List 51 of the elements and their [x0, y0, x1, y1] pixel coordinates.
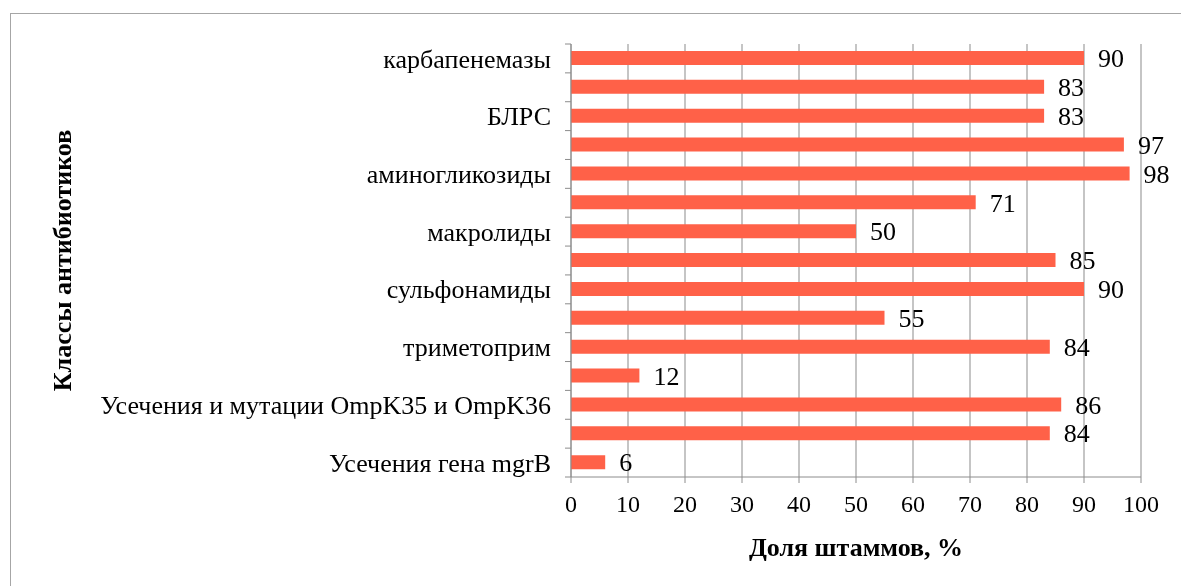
data-label: 83	[1058, 101, 1085, 131]
y-tick-label: БЛРС	[486, 102, 551, 132]
y-tick-label: Усечения и мутации OmpK35 и OmpK36	[100, 390, 551, 420]
bar	[571, 397, 1062, 412]
x-tick-label: 20	[673, 491, 697, 518]
bar	[571, 281, 1084, 296]
y-axis-title: Классы антибиотиков	[48, 129, 77, 392]
x-tick-label: 100	[1123, 491, 1159, 518]
x-tick-label: 0	[565, 491, 577, 518]
data-label: 84	[1063, 332, 1090, 362]
x-tick-label: 60	[901, 491, 925, 518]
x-axis-title: Доля штаммов, %	[748, 533, 964, 562]
data-label: 71	[989, 188, 1016, 218]
data-label: 90	[1098, 275, 1124, 305]
data-label: 98	[1143, 159, 1170, 189]
x-tick-label: 80	[1015, 491, 1039, 518]
y-tick-label: сульфонамиды	[386, 275, 551, 305]
data-label: 55	[898, 304, 925, 334]
data-label: 85	[1069, 246, 1096, 276]
data-label: 86	[1075, 390, 1102, 420]
bar	[571, 455, 606, 470]
bar	[571, 195, 976, 210]
data-label: 83	[1058, 73, 1085, 103]
y-tick-label: триметоприм	[403, 333, 551, 363]
y-tick-label: макролиды	[427, 217, 551, 247]
x-tick-label: 50	[844, 491, 868, 518]
bar	[571, 253, 1056, 268]
y-tick-label: аминогликозиды	[366, 160, 551, 189]
data-label: 97	[1137, 130, 1164, 160]
bar	[571, 339, 1050, 354]
bar	[571, 137, 1124, 152]
data-label: 6	[619, 448, 633, 478]
x-tick-label: 70	[958, 491, 982, 518]
y-tick-label: карбапенемазы	[383, 44, 551, 74]
bar	[571, 310, 885, 325]
bar	[571, 166, 1130, 181]
data-label: 50	[870, 217, 896, 247]
y-tick-label: Усечения гена mgrB	[329, 448, 551, 478]
bar	[571, 426, 1050, 441]
bar	[571, 224, 856, 239]
bar	[571, 51, 1084, 65]
data-label: 90	[1098, 44, 1124, 74]
bar	[571, 108, 1045, 123]
x-tick-label: 40	[787, 491, 811, 518]
bar	[571, 368, 640, 383]
data-label: 84	[1063, 419, 1090, 449]
x-tick-label: 30	[730, 491, 754, 518]
data-label: 12	[653, 361, 680, 391]
x-tick-label: 10	[616, 491, 640, 518]
x-tick-label: 90	[1072, 491, 1096, 518]
bar	[571, 79, 1045, 94]
